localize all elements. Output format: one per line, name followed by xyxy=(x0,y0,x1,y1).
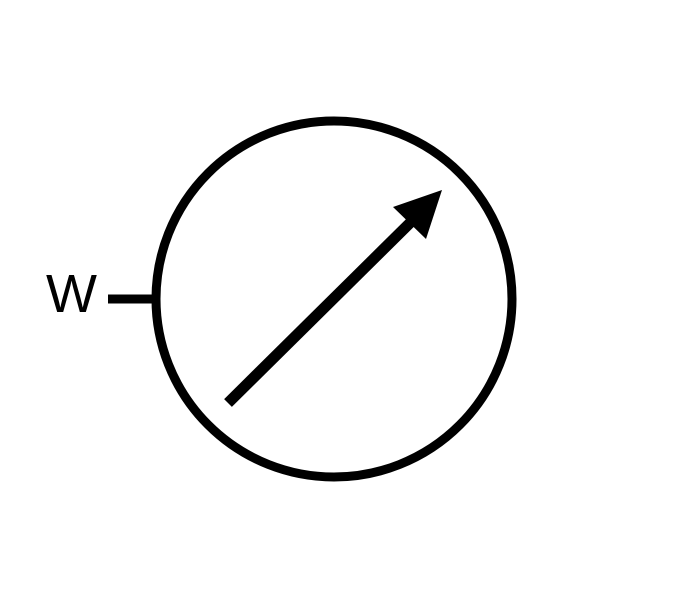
terminal-label: W xyxy=(46,264,97,324)
meter-circle xyxy=(151,116,517,482)
arrow-head-icon xyxy=(393,190,442,239)
arrow-shaft xyxy=(224,215,418,407)
